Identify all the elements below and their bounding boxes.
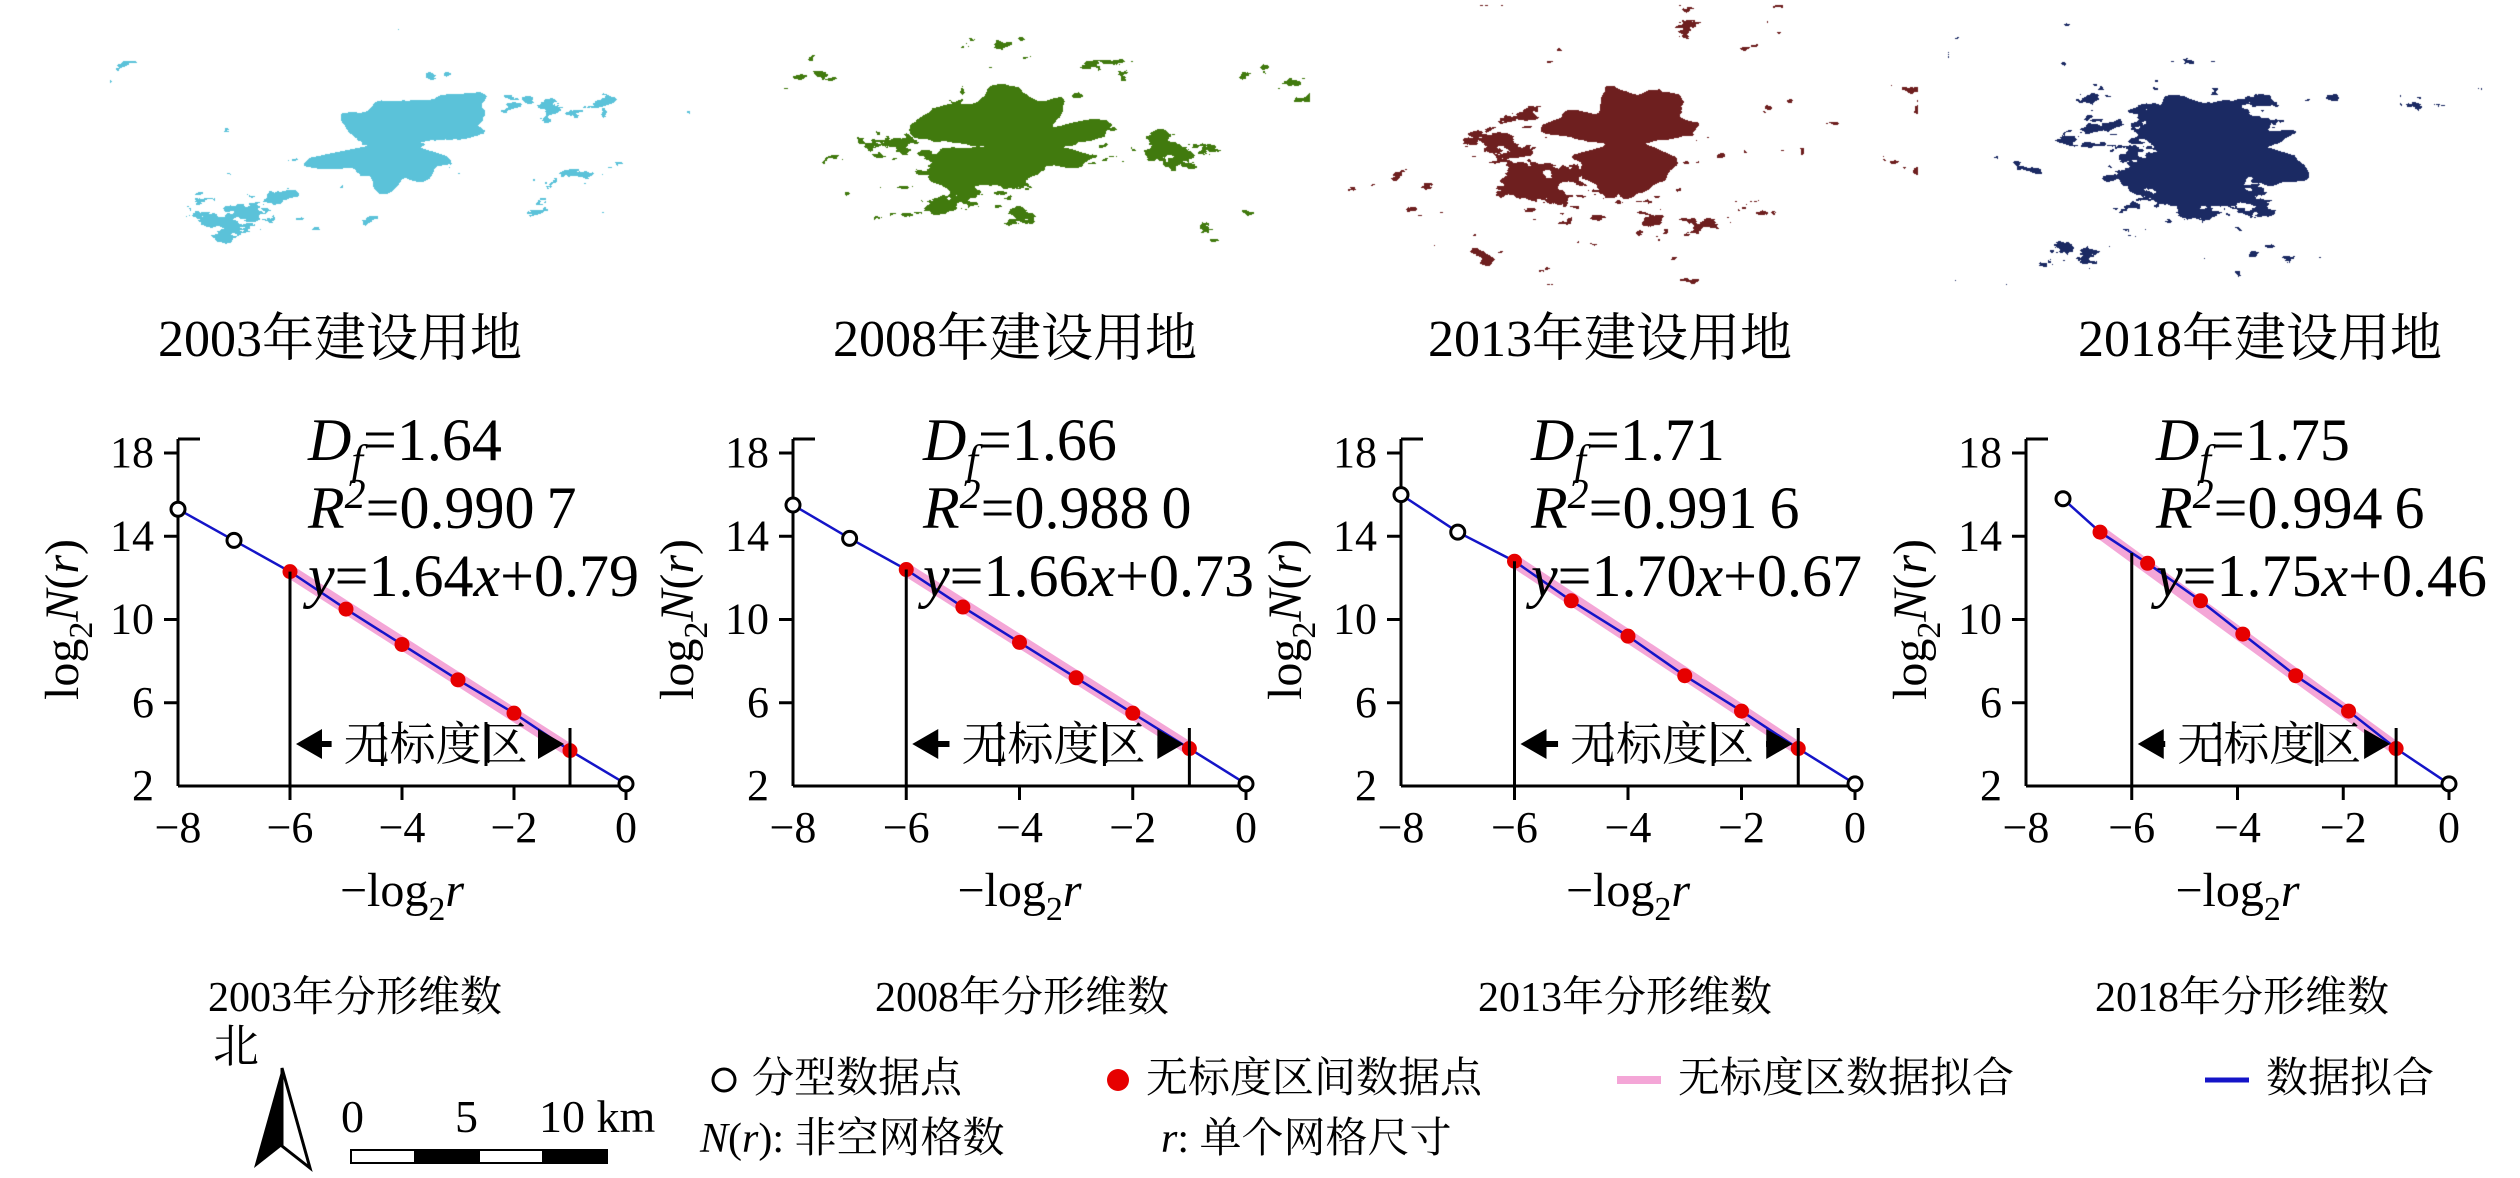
svg-text:无标度区数据拟合: 无标度区数据拟合 (1678, 1055, 2014, 1102)
svg-text:18: 18 (1958, 428, 2002, 477)
svg-text:r: 单个网格尺寸: r: 单个网格尺寸 (1161, 1116, 1452, 1162)
svg-text:10 km: 10 km (539, 1091, 656, 1142)
svg-text:R2=0.994 6: R2=0.994 6 (2155, 472, 2425, 541)
svg-text:−8: −8 (2003, 803, 2050, 852)
svg-text:Df=1.75: Df=1.75 (2155, 407, 2350, 484)
svg-text:0: 0 (2438, 803, 2460, 852)
svg-text:10: 10 (1958, 595, 2002, 644)
svg-text:−4: −4 (2214, 803, 2261, 852)
svg-text:2: 2 (1980, 761, 2002, 810)
svg-text:14: 14 (1958, 511, 2002, 560)
svg-text:数据拟合: 数据拟合 (2266, 1056, 2434, 1102)
svg-text:N(r): 非空网格数: N(r): 非空网格数 (699, 1115, 1005, 1162)
svg-text:log2N(r): log2N(r) (1884, 539, 1948, 700)
svg-text:−6: −6 (2108, 803, 2155, 852)
svg-text:y=1.75x+0.46: y=1.75x+0.46 (2150, 543, 2487, 609)
svg-text:无标度区: 无标度区 (2177, 719, 2361, 770)
svg-text:北: 北 (213, 1021, 259, 1072)
svg-text:−log2r: −log2r (2175, 864, 2299, 928)
svg-text:0: 0 (341, 1091, 364, 1142)
svg-text:5: 5 (455, 1091, 478, 1142)
svg-text:无标度区间数据点: 无标度区间数据点 (1146, 1055, 1483, 1102)
svg-text:−2: −2 (2320, 803, 2367, 852)
svg-text:6: 6 (1980, 678, 2002, 727)
svg-text:分型数据点: 分型数据点 (752, 1056, 963, 1102)
